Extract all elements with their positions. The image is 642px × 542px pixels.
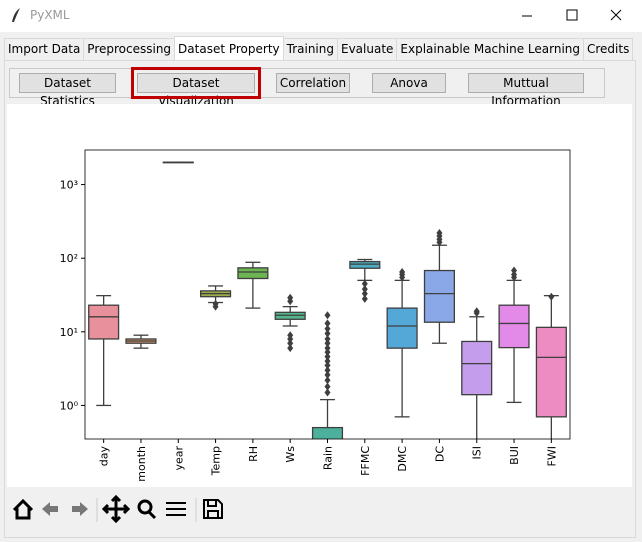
x-tick-label: month: [135, 446, 148, 482]
box: [88, 304, 120, 340]
x-tick-label: DC: [433, 446, 446, 462]
y-tick-label: 10¹: [60, 326, 78, 339]
outlier: [324, 352, 331, 361]
outlier: [287, 339, 294, 348]
outlier: [287, 344, 294, 353]
tab[interactable]: Preprocessing: [83, 38, 176, 61]
outlier: [212, 299, 219, 308]
tab[interactable]: Evaluate: [337, 38, 398, 61]
button[interactable]: Muttual Information: [468, 73, 584, 108]
y-tick-label: 10²: [60, 252, 78, 265]
tab[interactable]: Dataset Property: [174, 36, 284, 61]
outlier: [324, 388, 331, 397]
x-tick-label: Rain: [322, 446, 335, 470]
outlier: [324, 311, 331, 320]
outlier: [287, 331, 294, 340]
tab[interactable]: Import Data: [4, 38, 85, 61]
outlier: [324, 319, 331, 328]
x-tick-label: FFMC: [359, 446, 372, 476]
box: [423, 269, 455, 323]
tab[interactable]: Credits: [583, 38, 634, 61]
x-tick-label: year: [172, 446, 185, 471]
tab-bar: Import Data Preprocessing Dataset Property…: [4, 36, 634, 61]
outlier: [511, 266, 518, 275]
outlier: [324, 357, 331, 366]
outlier: [473, 307, 480, 316]
x-tick-label: Ws: [284, 446, 297, 463]
box: [535, 326, 567, 418]
outlier: [324, 339, 331, 348]
box: [311, 426, 344, 439]
button[interactable]: Correlation: [276, 73, 350, 93]
y-tick-label: 10³: [60, 179, 78, 192]
x-tick-label: day: [98, 446, 111, 467]
x-tick-label: DMC: [396, 446, 409, 472]
outlier: [324, 329, 331, 338]
title-icons: [12, 8, 622, 22]
outlier: [287, 293, 294, 302]
box: [498, 304, 530, 349]
outlier: [324, 370, 331, 379]
pan-icon[interactable]: [101, 494, 131, 524]
title-bar: PyXML: [0, 0, 642, 32]
outlier: [361, 294, 368, 303]
box: [461, 340, 493, 396]
x-tick-label: ISI: [471, 446, 484, 459]
home-icon[interactable]: [12, 498, 34, 520]
outlier: [324, 324, 331, 333]
chart: 10⁰ 10¹ 10² 10³ day month year Temp RH Ws Rain FFMC…: [7, 104, 632, 487]
button-bar: [9, 68, 605, 98]
button[interactable]: Dataset Statistics: [19, 73, 116, 108]
outlier: [361, 279, 368, 288]
outlier: [436, 228, 443, 237]
x-tick-label: RH: [247, 446, 260, 462]
tab[interactable]: Training: [282, 38, 338, 61]
box: [386, 307, 418, 349]
highlight-box: [131, 67, 261, 99]
zoom-icon[interactable]: [137, 499, 153, 515]
y-tick-label: 10⁰: [60, 399, 79, 412]
outlier: [511, 270, 518, 279]
tab[interactable]: Explainable Machine Learning: [396, 38, 584, 61]
x-tick-label: BUI: [508, 446, 521, 465]
box: [237, 267, 269, 280]
forward-icon[interactable]: [72, 502, 88, 516]
save-icon[interactable]: [203, 499, 223, 519]
x-tick-label: FWI: [545, 446, 558, 466]
outlier: [548, 292, 555, 301]
outlier: [324, 366, 331, 375]
outlier: [361, 289, 368, 298]
outlier: [324, 344, 331, 353]
configure-icon[interactable]: [166, 502, 186, 516]
toolbar: [12, 494, 223, 524]
outlier: [324, 361, 331, 370]
x-tick-label: Temp: [210, 446, 223, 476]
outlier: [324, 382, 331, 391]
outlier: [324, 376, 331, 385]
window-title: PyXML: [30, 8, 70, 22]
button[interactable]: Anova: [372, 73, 446, 93]
outlier: [324, 334, 331, 343]
outlier: [399, 267, 406, 276]
outlier: [361, 285, 368, 294]
back-icon[interactable]: [42, 502, 58, 516]
box: [349, 260, 381, 269]
